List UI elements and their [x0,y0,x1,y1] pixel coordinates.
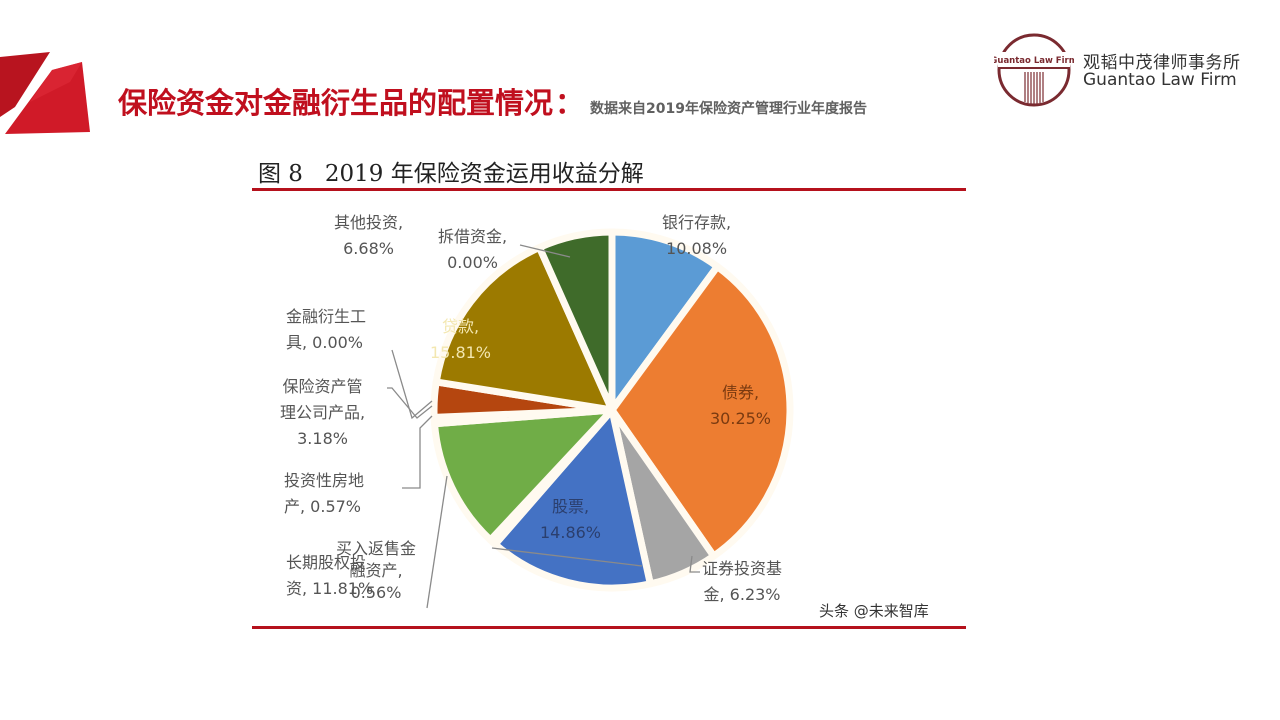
slide-title: 保险资金对金融衍生品的配置情况 [118,86,554,120]
corner-decoration [0,52,90,134]
label-amc: 保险资产管 理公司产品, 3.18% [280,377,366,448]
pie-slice [608,263,794,560]
law-firm-logo-icon: Guantao Law Firm [994,33,1074,107]
firm-name-cn: 观韬中茂律师事务所 [1083,53,1241,73]
label-deriv: 金融衍生工 具, 0.00% [286,307,367,352]
leader-equity [426,475,448,609]
figure-bottom-rule [252,626,966,629]
leader-realestate [402,415,433,489]
watermark: 头条 @未来智库 [819,602,929,620]
chart-figure: 图 8 2019 年保险资金运用收益分解 其他投资, 6.68% 拆借资金, 0.0… [252,148,968,634]
label-bank: 银行存款, 10.08% [662,213,732,258]
label-repo: 买入返售金 融资产, 0.56% [336,539,417,602]
slide-header: 保险资金对金融衍生品的配置情况 ： 数据来自2019年保险资产管理行业年度报告 [118,80,867,122]
pie-slice [535,228,616,414]
figure-top-rule [252,188,966,191]
pie-chart [387,228,794,609]
label-other: 其他投资, 6.68% [334,213,404,258]
label-loan: 贷款, 15.81% [430,317,492,362]
figure-title: 图 8 2019 年保险资金运用收益分解 [258,161,644,187]
title-colon: ： [555,86,585,120]
leader-amc [387,387,433,419]
label-lending: 拆借资金, 0.00% [438,227,508,272]
label-stock: 股票, 14.86% [540,497,602,542]
pie-slice [432,243,616,414]
label-equity: 长期股权投 资, 11.81% [286,553,374,598]
leader-lending [519,244,571,258]
leader-deriv [391,349,433,420]
leader-repo [491,547,643,567]
pie-slice [431,406,616,544]
pie-slice [491,406,654,592]
svg-text:Guantao Law Firm: Guantao Law Firm [994,56,1074,66]
label-bond: 债券, 30.25% [710,383,772,428]
leader-fund [689,555,700,573]
pie-slice [608,228,721,414]
label-fund: 证券投资基 金, 6.23% [702,559,783,604]
firm-name-en: Guantao Law Firm [1083,70,1237,90]
label-realestate: 投资性房地 产, 0.57% [284,471,365,516]
slide-subtitle: 数据来自2019年保险资产管理行业年度报告 [590,101,867,117]
